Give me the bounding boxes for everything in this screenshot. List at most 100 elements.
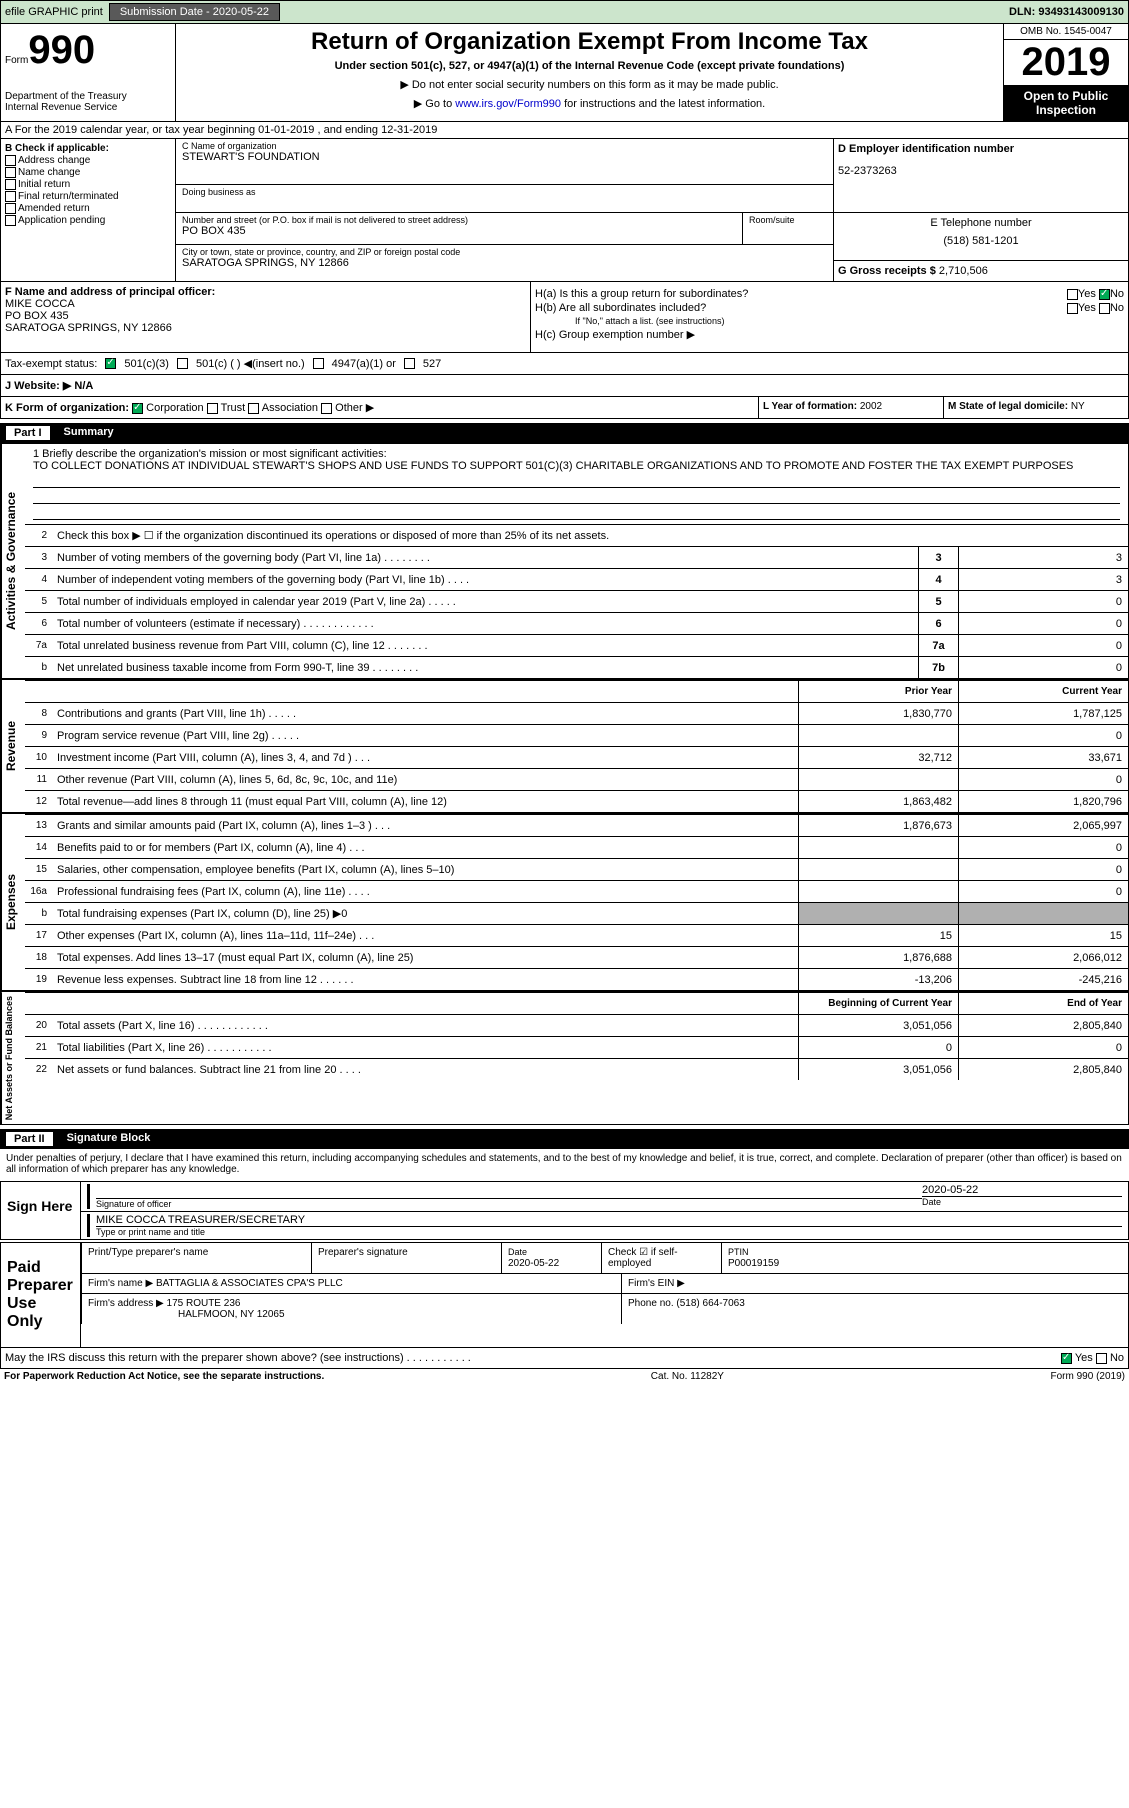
part1-header: Part I Summary xyxy=(0,423,1129,443)
officer-printed: MIKE COCCA TREASURER/SECRETARY xyxy=(96,1214,1122,1226)
preparer-label: Paid Preparer Use Only xyxy=(1,1243,81,1347)
form-prefix: Form xyxy=(5,55,28,66)
sign-date: 2020-05-22 xyxy=(922,1184,1122,1196)
vlabel-governance: Activities & Governance xyxy=(1,444,25,678)
org-name: STEWART'S FOUNDATION xyxy=(182,151,827,163)
box-c: C Name of organization STEWART'S FOUNDAT… xyxy=(176,139,833,281)
city-label: City or town, state or province, country… xyxy=(182,247,827,257)
firm-phone: (518) 664-7063 xyxy=(676,1298,744,1309)
chk-501c[interactable] xyxy=(177,358,188,369)
chk-final[interactable] xyxy=(5,191,16,202)
officer-name: MIKE COCCA xyxy=(5,298,526,310)
officer-addr2: SARATOGA SPRINGS, NY 12866 xyxy=(5,322,526,334)
vlabel-revenue: Revenue xyxy=(1,680,25,812)
chk-name[interactable] xyxy=(5,167,16,178)
prep-sig-label: Preparer's signature xyxy=(311,1243,501,1273)
tax-year: 2019 xyxy=(1004,40,1128,85)
chk-assoc[interactable] xyxy=(248,403,259,414)
chk-other[interactable] xyxy=(321,403,332,414)
box-h: H(a) Is this a group return for subordin… xyxy=(531,282,1128,352)
tax-status-row: Tax-exempt status: 501(c)(3) 501(c) ( ) … xyxy=(0,353,1129,375)
mission-text: TO COLLECT DONATIONS AT INDIVIDUAL STEWA… xyxy=(33,460,1120,472)
year-box: OMB No. 1545-0047 2019 Open to Public In… xyxy=(1003,24,1128,121)
ha-no[interactable] xyxy=(1099,289,1110,300)
firm-addr2: HALFMOON, NY 12065 xyxy=(88,1309,285,1320)
hb-no[interactable] xyxy=(1099,303,1110,314)
vlabel-netassets: Net Assets or Fund Balances xyxy=(1,992,25,1124)
vlabel-expenses: Expenses xyxy=(1,814,25,990)
firm-ein-label: Firm's EIN ▶ xyxy=(621,1274,1128,1293)
begin-year-hdr: Beginning of Current Year xyxy=(798,993,958,1014)
receipts-label: G Gross receipts $ xyxy=(838,265,939,277)
street: PO BOX 435 xyxy=(182,225,736,237)
form-number: 990 xyxy=(28,28,95,72)
phone-label: E Telephone number xyxy=(838,217,1124,229)
box-d: D Employer identification number 52-2373… xyxy=(833,139,1128,281)
f-label: F Name and address of principal officer: xyxy=(5,286,526,298)
mission-label: 1 Briefly describe the organization's mi… xyxy=(33,448,1120,460)
prep-print-label: Print/Type preparer's name xyxy=(81,1243,311,1273)
officer-printed-label: Type or print name and title xyxy=(96,1226,1122,1237)
ptin: P00019159 xyxy=(728,1258,779,1269)
efile-label: efile GRAPHIC print xyxy=(5,6,103,18)
box-k: K Form of organization: Corporation Trus… xyxy=(1,397,758,418)
chk-501c3[interactable] xyxy=(105,358,116,369)
chk-trust[interactable] xyxy=(207,403,218,414)
prep-check-label: Check ☑ if self-employed xyxy=(601,1243,721,1273)
chk-pending[interactable] xyxy=(5,215,16,226)
sign-here-label: Sign Here xyxy=(1,1182,81,1239)
hb-note: If "No," attach a list. (see instruction… xyxy=(535,316,1124,326)
receipts: 2,710,506 xyxy=(939,265,988,277)
sig-of-officer-label: Signature of officer xyxy=(96,1198,922,1209)
chk-527[interactable] xyxy=(404,358,415,369)
chk-initial[interactable] xyxy=(5,179,16,190)
form-id-box: Form990 Department of the Treasury Inter… xyxy=(1,24,176,121)
sign-date-label: Date xyxy=(922,1196,1122,1207)
city: SARATOGA SPRINGS, NY 12866 xyxy=(182,257,827,269)
ein-label: D Employer identification number xyxy=(838,143,1124,155)
box-b: B Check if applicable: Address change Na… xyxy=(1,139,176,281)
chk-4947[interactable] xyxy=(313,358,324,369)
sign-here-block: Sign Here Signature of officer 2020-05-2… xyxy=(0,1181,1129,1240)
chk-address[interactable] xyxy=(5,155,16,166)
dept-label: Department of the Treasury Internal Reve… xyxy=(5,91,171,113)
end-year-hdr: End of Year xyxy=(958,993,1128,1014)
firm-name: BATTAGLIA & ASSOCIATES CPA'S PLLC xyxy=(156,1278,343,1289)
box-m: M State of legal domicile: NY xyxy=(943,397,1128,418)
dln: DLN: 93493143009130 xyxy=(1009,6,1124,18)
discuss-no[interactable] xyxy=(1096,1353,1107,1364)
website-row: J Website: ▶ N/A xyxy=(0,375,1129,397)
firm-addr1: 175 ROUTE 236 xyxy=(167,1298,241,1309)
officer-addr1: PO BOX 435 xyxy=(5,310,526,322)
ha-yes[interactable] xyxy=(1067,289,1078,300)
hb-yes[interactable] xyxy=(1067,303,1078,314)
box-f: F Name and address of principal officer:… xyxy=(1,282,531,352)
org-name-label: C Name of organization xyxy=(182,141,827,151)
discuss-yes[interactable] xyxy=(1061,1353,1072,1364)
curr-year-hdr: Current Year xyxy=(958,681,1128,702)
chk-amended[interactable] xyxy=(5,203,16,214)
instructions-link[interactable]: www.irs.gov/Form990 xyxy=(455,98,561,110)
phone: (518) 581-1201 xyxy=(838,235,1124,247)
part2-header: Part II Signature Block xyxy=(0,1129,1129,1149)
preparer-block: Paid Preparer Use Only Print/Type prepar… xyxy=(0,1242,1129,1348)
chk-corp[interactable] xyxy=(132,403,143,414)
room-label: Room/suite xyxy=(749,215,827,225)
instr2: ▶ Go to www.irs.gov/Form990 for instruct… xyxy=(180,97,999,110)
box-l: L Year of formation: 2002 xyxy=(759,397,943,418)
declaration: Under penalties of perjury, I declare th… xyxy=(0,1149,1129,1179)
prior-year-hdr: Prior Year xyxy=(798,681,958,702)
dba-label: Doing business as xyxy=(182,187,827,197)
ein: 52-2373263 xyxy=(838,165,1124,177)
box-b-label: B Check if applicable: xyxy=(5,143,171,154)
form-title: Return of Organization Exempt From Incom… xyxy=(180,28,999,56)
row-a: A For the 2019 calendar year, or tax yea… xyxy=(0,122,1129,139)
submission-date: Submission Date - 2020-05-22 xyxy=(109,3,280,21)
omb: OMB No. 1545-0047 xyxy=(1004,24,1128,40)
street-label: Number and street (or P.O. box if mail i… xyxy=(182,215,736,225)
discuss-row: May the IRS discuss this return with the… xyxy=(0,1348,1129,1369)
subtitle: Under section 501(c), 527, or 4947(a)(1)… xyxy=(180,60,999,72)
open-public: Open to Public Inspection xyxy=(1004,85,1128,121)
footer: For Paperwork Reduction Act Notice, see … xyxy=(0,1369,1129,1384)
instr1: ▶ Do not enter social security numbers o… xyxy=(180,78,999,91)
